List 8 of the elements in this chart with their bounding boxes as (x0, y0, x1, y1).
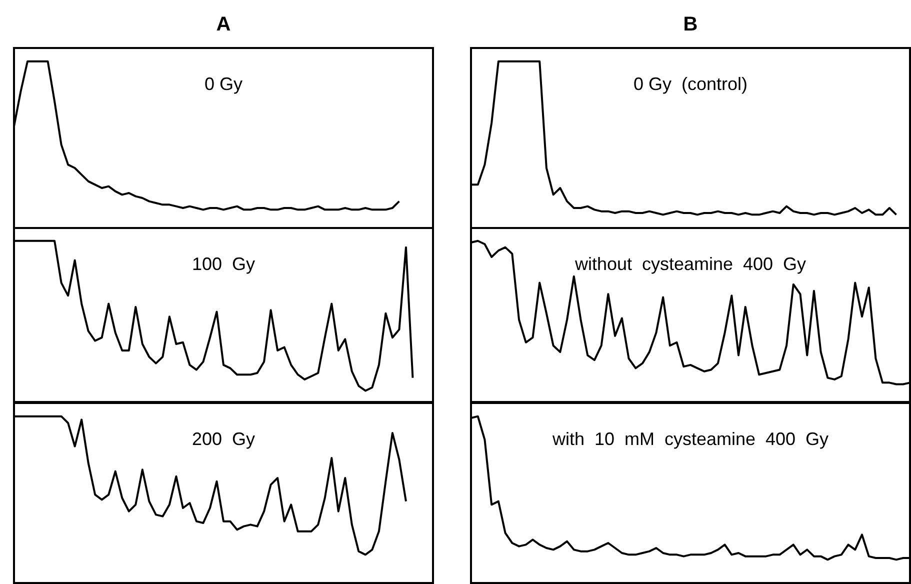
annotation: 200 Gy (192, 428, 256, 449)
annotation: 100 Gy (192, 254, 256, 274)
annotation: 0 Gy (control) (633, 74, 748, 94)
annotation: without cysteamine 400 Gy (574, 254, 806, 274)
chart-title: A (216, 14, 231, 36)
annotation: 0 Gy (204, 74, 243, 94)
chart-title: B (683, 14, 698, 36)
annotation: with 10 mM cysteamine 400 Gy (551, 428, 829, 449)
